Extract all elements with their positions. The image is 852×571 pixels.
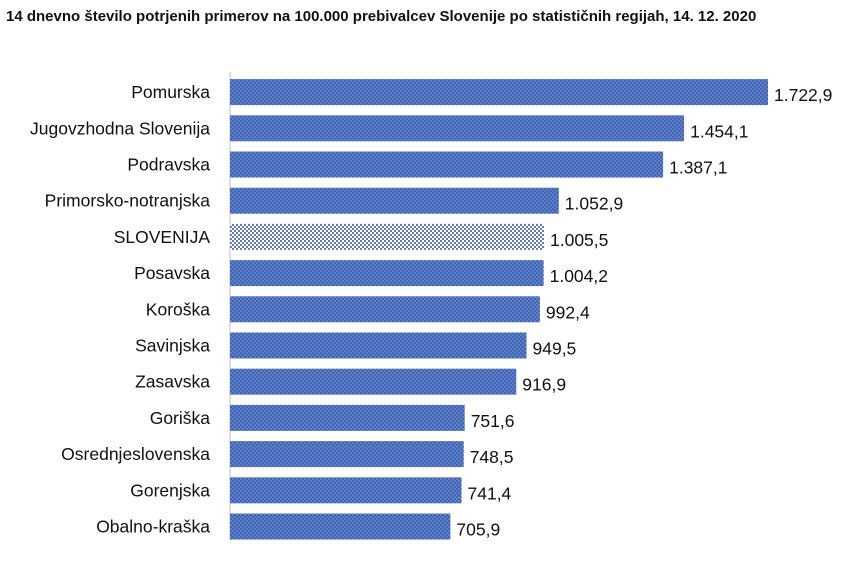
category-label: Podravska xyxy=(127,155,210,175)
data-label: 992,4 xyxy=(546,302,590,322)
bar xyxy=(230,477,462,504)
data-label: 748,5 xyxy=(470,447,514,467)
bar xyxy=(230,187,559,214)
category-label: Primorsko-notranjska xyxy=(45,191,211,211)
bar xyxy=(230,296,540,323)
data-label: 1.004,2 xyxy=(550,266,608,286)
data-label: 916,9 xyxy=(522,375,566,395)
category-label: Zasavska xyxy=(135,372,210,392)
category-label: Obalno-kraška xyxy=(96,517,210,537)
category-label: Jugovzhodna Slovenija xyxy=(30,118,210,138)
data-label: 1.454,1 xyxy=(690,121,748,141)
category-label: SLOVENIJA xyxy=(114,227,211,247)
data-label: 949,5 xyxy=(533,339,577,359)
chart-title: 14 dnevno število potrjenih primerov na … xyxy=(6,8,757,25)
category-label: Goriška xyxy=(150,408,211,428)
data-label: 705,9 xyxy=(456,520,500,540)
data-label: 1.052,9 xyxy=(565,194,623,214)
bar xyxy=(230,151,664,178)
category-label: Koroška xyxy=(146,299,210,319)
category-label: Osrednjeslovenska xyxy=(61,444,210,464)
category-label: Savinjska xyxy=(135,336,210,356)
data-label: 751,6 xyxy=(471,411,515,431)
category-label: Pomurska xyxy=(131,82,210,102)
bar xyxy=(230,513,451,540)
category-label: Posavska xyxy=(134,263,210,283)
bar xyxy=(230,115,685,142)
bar xyxy=(230,368,517,395)
bar xyxy=(230,79,768,106)
bar xyxy=(230,441,464,468)
bar xyxy=(230,404,465,431)
data-label: 741,4 xyxy=(468,483,512,503)
bar xyxy=(230,260,544,287)
data-label: 1.722,9 xyxy=(774,85,832,105)
bar-highlight xyxy=(230,223,544,250)
data-label: 1.005,5 xyxy=(550,230,608,250)
category-label: Gorenjska xyxy=(130,480,210,500)
data-label: 1.387,1 xyxy=(669,158,727,178)
bar xyxy=(230,332,527,359)
